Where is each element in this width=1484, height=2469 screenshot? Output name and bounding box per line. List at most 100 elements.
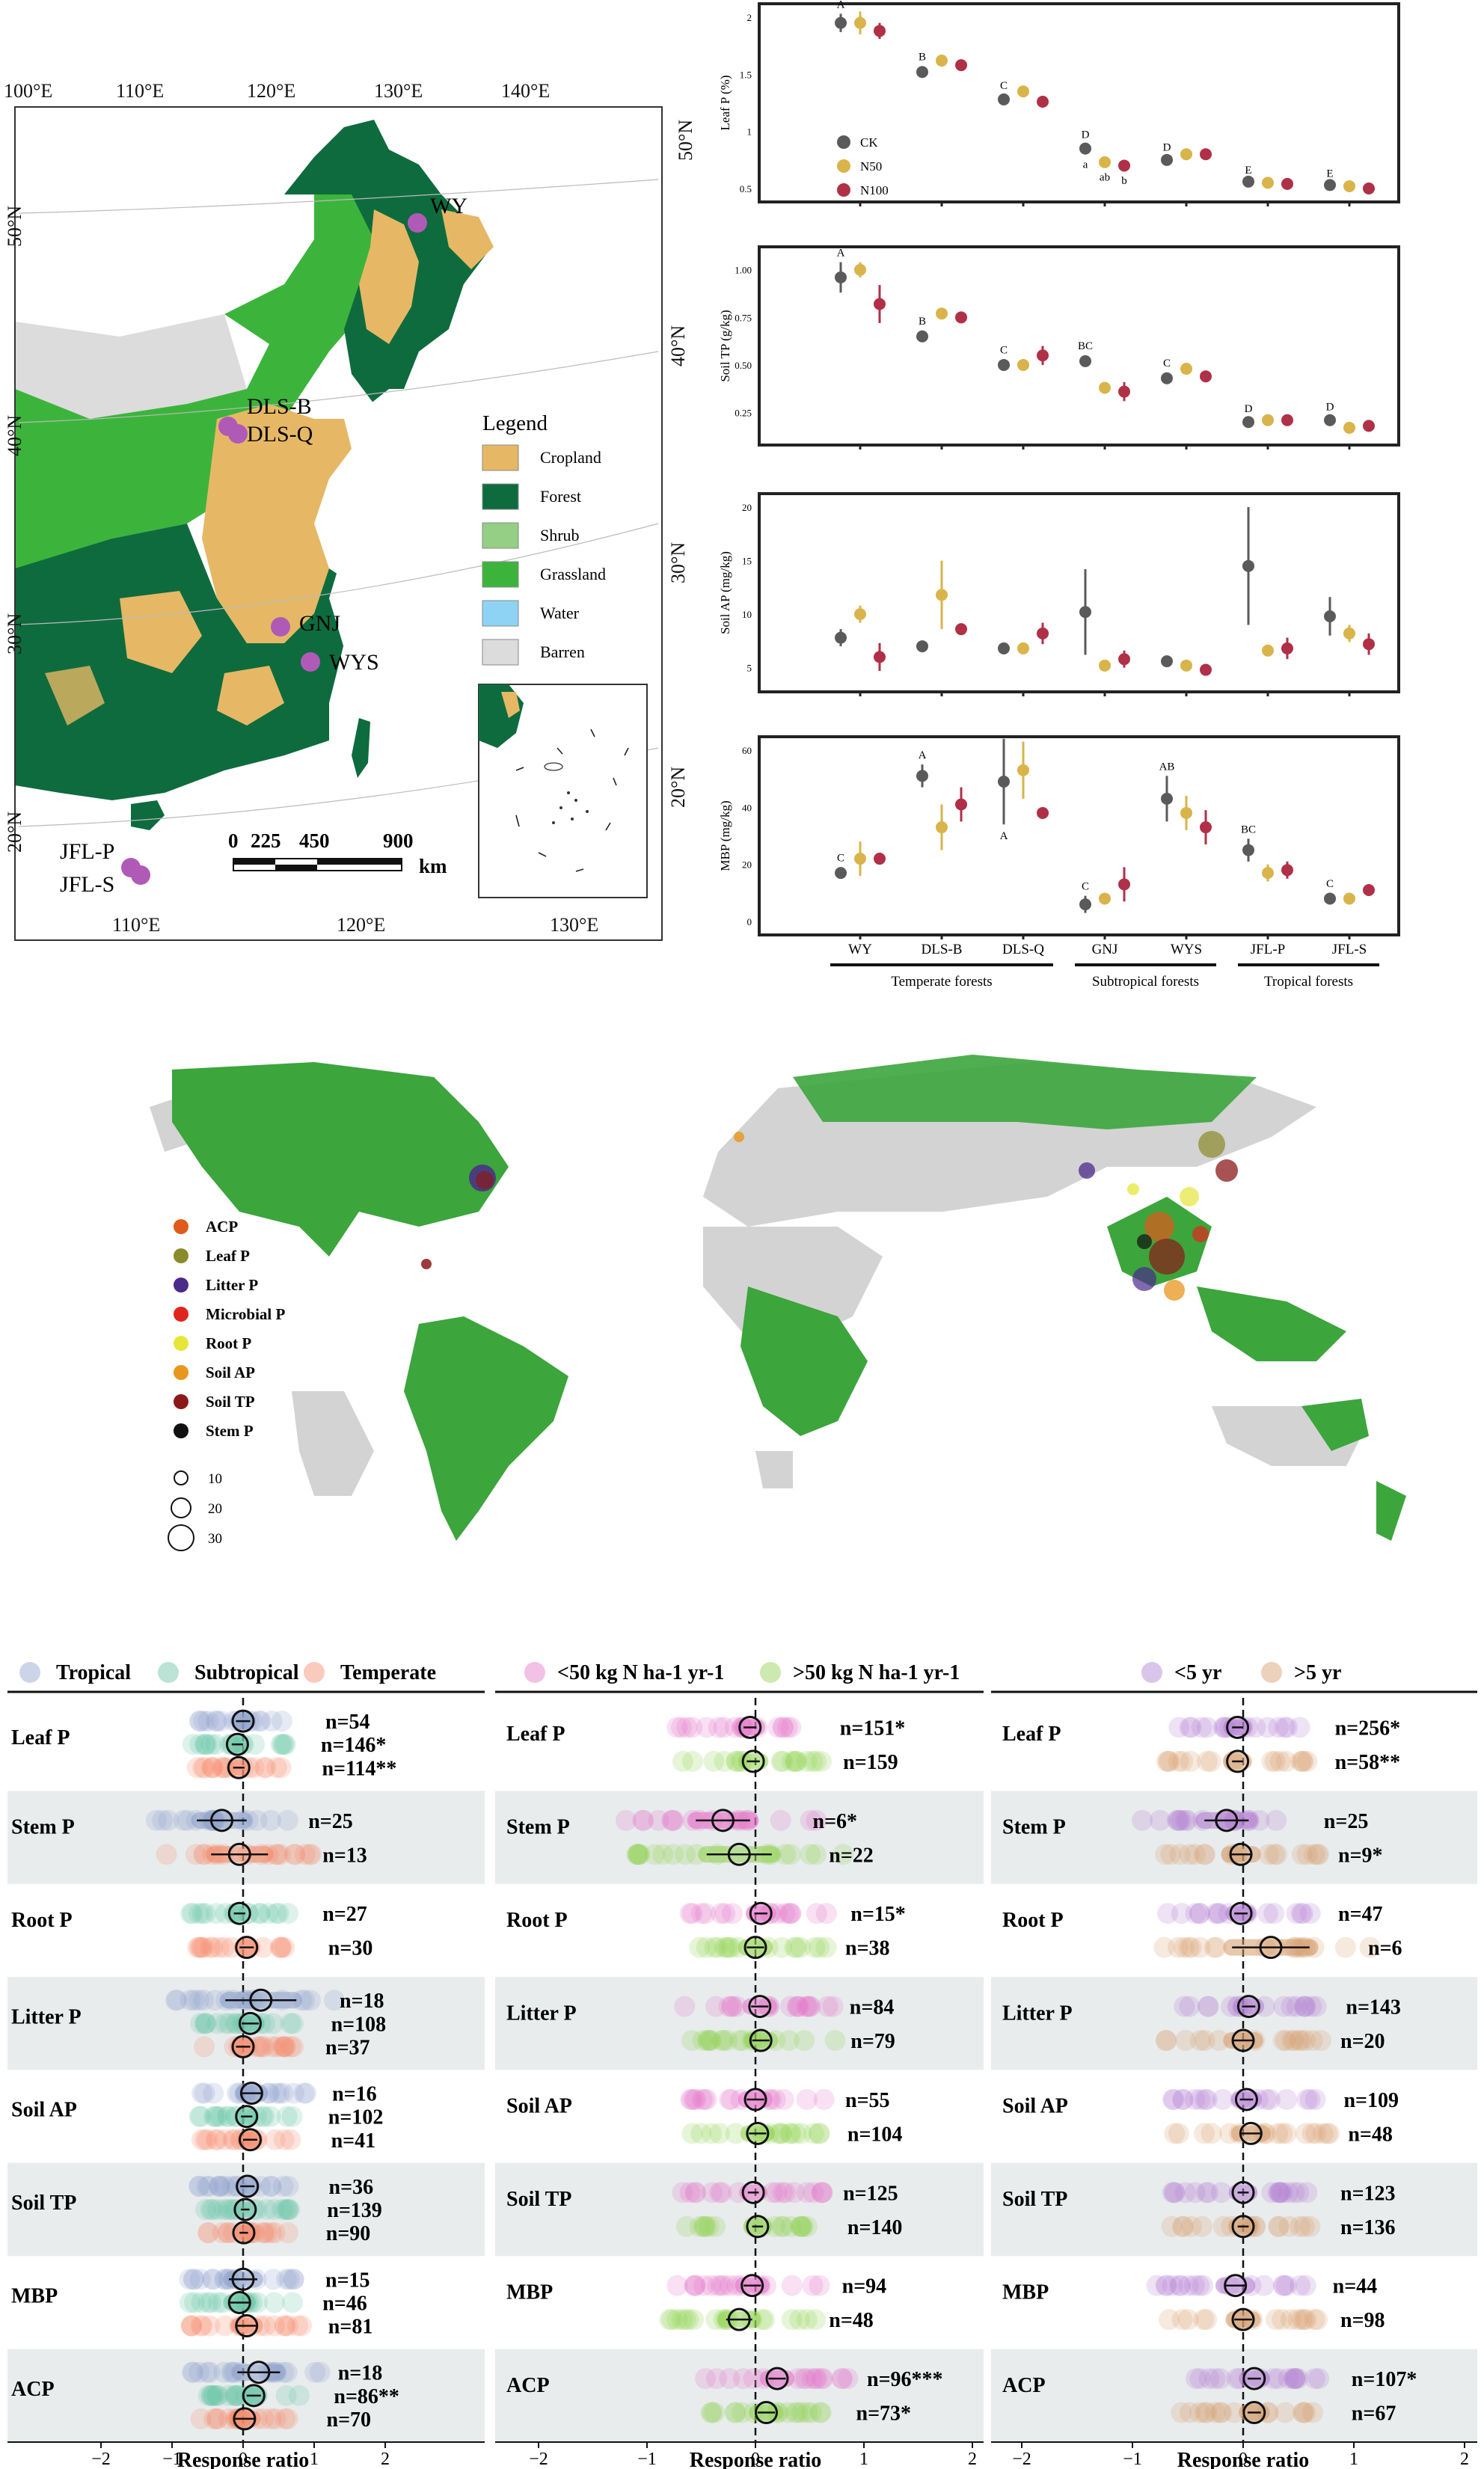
observation-dot <box>831 2368 853 2390</box>
observation-dot <box>194 2082 215 2104</box>
observation-dot <box>791 2123 812 2144</box>
observation-dot <box>323 1990 345 2011</box>
legend-label: CK <box>860 135 878 150</box>
x-tick-label: 1 <box>310 2450 319 2469</box>
data-point <box>936 55 948 67</box>
observation-dot <box>1293 2402 1314 2423</box>
x-axis-label: Response ratio <box>177 2449 310 2469</box>
variable-label: Soil TP <box>1002 2188 1067 2211</box>
observation-dot <box>1296 1750 1318 1772</box>
sample-size-label: n=109 <box>1343 2089 1399 2112</box>
observation-dot <box>205 1734 227 1755</box>
observation-dot <box>1293 1996 1315 2017</box>
observation-dot <box>775 1844 797 1865</box>
observation-dot <box>689 2215 711 2237</box>
variable-label: Root P <box>11 1909 73 1932</box>
sample-size-label: n=46 <box>322 2292 367 2315</box>
effect-estimate <box>233 2407 257 2431</box>
sample-size-label: n=18 <box>338 2362 383 2385</box>
legend-label: >5 yr <box>1294 1661 1341 1684</box>
observation-dot <box>693 2275 714 2296</box>
effect-estimate <box>1224 2274 1248 2298</box>
observation-dot <box>1284 2368 1306 2390</box>
data-point <box>1118 159 1130 172</box>
significance-letter: C <box>1000 344 1008 356</box>
observation-dot <box>202 1936 224 1958</box>
observation-dot <box>689 1936 711 1958</box>
sample-size-label: n=37 <box>325 2036 370 2059</box>
effect-estimate <box>231 1709 255 1733</box>
observation-dot <box>298 1844 320 1865</box>
sample-size-label: n=27 <box>322 1903 367 1926</box>
data-point <box>1281 414 1293 426</box>
observation-dot <box>280 2013 301 2034</box>
observation-dot <box>254 1757 275 1779</box>
observation-dot <box>244 1734 266 1755</box>
observation-dot <box>797 2402 818 2423</box>
observation-dot <box>1212 2215 1234 2237</box>
observation-dot <box>278 2315 299 2337</box>
observation-dot <box>780 1717 802 1738</box>
site-marker <box>271 617 290 637</box>
observation-dot <box>1253 2275 1275 2296</box>
effect-estimate <box>1231 2215 1255 2239</box>
observation-dot <box>1185 2368 1206 2390</box>
observation-dot <box>198 2175 220 2197</box>
observation-dot <box>714 1936 735 1958</box>
observation-dot <box>1169 1844 1191 1865</box>
data-point <box>1281 864 1293 877</box>
observation-dot <box>1310 2030 1331 2052</box>
observation-dot <box>1288 2182 1310 2203</box>
observation-dot <box>708 1717 729 1738</box>
observation-dot <box>822 1996 844 2017</box>
observation-dot <box>266 2082 287 2104</box>
observation-dot <box>202 1757 224 1779</box>
observation-dot <box>1275 2030 1297 2052</box>
observation-dot <box>778 2030 800 2052</box>
observation-dot <box>684 2182 706 2203</box>
data-point <box>955 623 967 636</box>
observation-dot <box>1266 1809 1287 1831</box>
observation-dot <box>278 2199 299 2221</box>
observation-dot <box>809 2402 831 2423</box>
observation-dot <box>1198 2368 1220 2390</box>
effect-estimate <box>227 1755 251 1779</box>
observation-dot <box>709 2182 731 2203</box>
x-tick-label: −1 <box>162 2450 182 2469</box>
lat-label-right: 50°N <box>675 120 696 161</box>
observation-dot <box>1272 2123 1293 2144</box>
effect-estimate <box>748 1995 772 2019</box>
significance-letter: B <box>919 52 926 64</box>
variable-label: Soil AP <box>11 2099 77 2122</box>
observation-dot <box>1308 2368 1330 2390</box>
forest-panel: <50 kg N ha-1 yr-1 >50 kg N ha-1 yr-1 Leaf… <box>495 1661 984 2469</box>
lat-label-left: 50°N <box>4 206 25 247</box>
observation-dot <box>197 1711 219 1732</box>
observation-dot <box>698 2215 720 2237</box>
observation-dot <box>784 1750 806 1772</box>
observation-dot <box>266 1757 288 1779</box>
sample-size-label: n=54 <box>325 1711 370 1734</box>
data-point <box>916 66 928 79</box>
observation-dot <box>1179 1996 1201 2017</box>
observation-dot <box>263 2315 285 2337</box>
observation-dot <box>207 2292 229 2313</box>
observation-dot <box>1155 2275 1177 2296</box>
observation-dot <box>179 2292 200 2313</box>
observation-dot <box>1295 2123 1316 2144</box>
observation-dot <box>701 2123 723 2144</box>
observation-dot <box>255 1757 277 1779</box>
observation-dot <box>1177 2309 1199 2331</box>
effect-estimate <box>247 2361 271 2384</box>
observation-dot <box>276 2269 298 2290</box>
sample-size-label: n=15 <box>325 2269 370 2292</box>
observation-dot <box>1193 2309 1215 2331</box>
variable-label: Soil TP <box>11 2192 76 2215</box>
significance-letter: E <box>1245 165 1251 177</box>
legend-label: Barren <box>540 642 585 661</box>
x-tick-label: 0 <box>751 2450 760 2469</box>
observation-dot <box>278 2269 300 2290</box>
lat-label-right: 30°N <box>667 542 689 583</box>
effect-estimate <box>233 2197 257 2221</box>
